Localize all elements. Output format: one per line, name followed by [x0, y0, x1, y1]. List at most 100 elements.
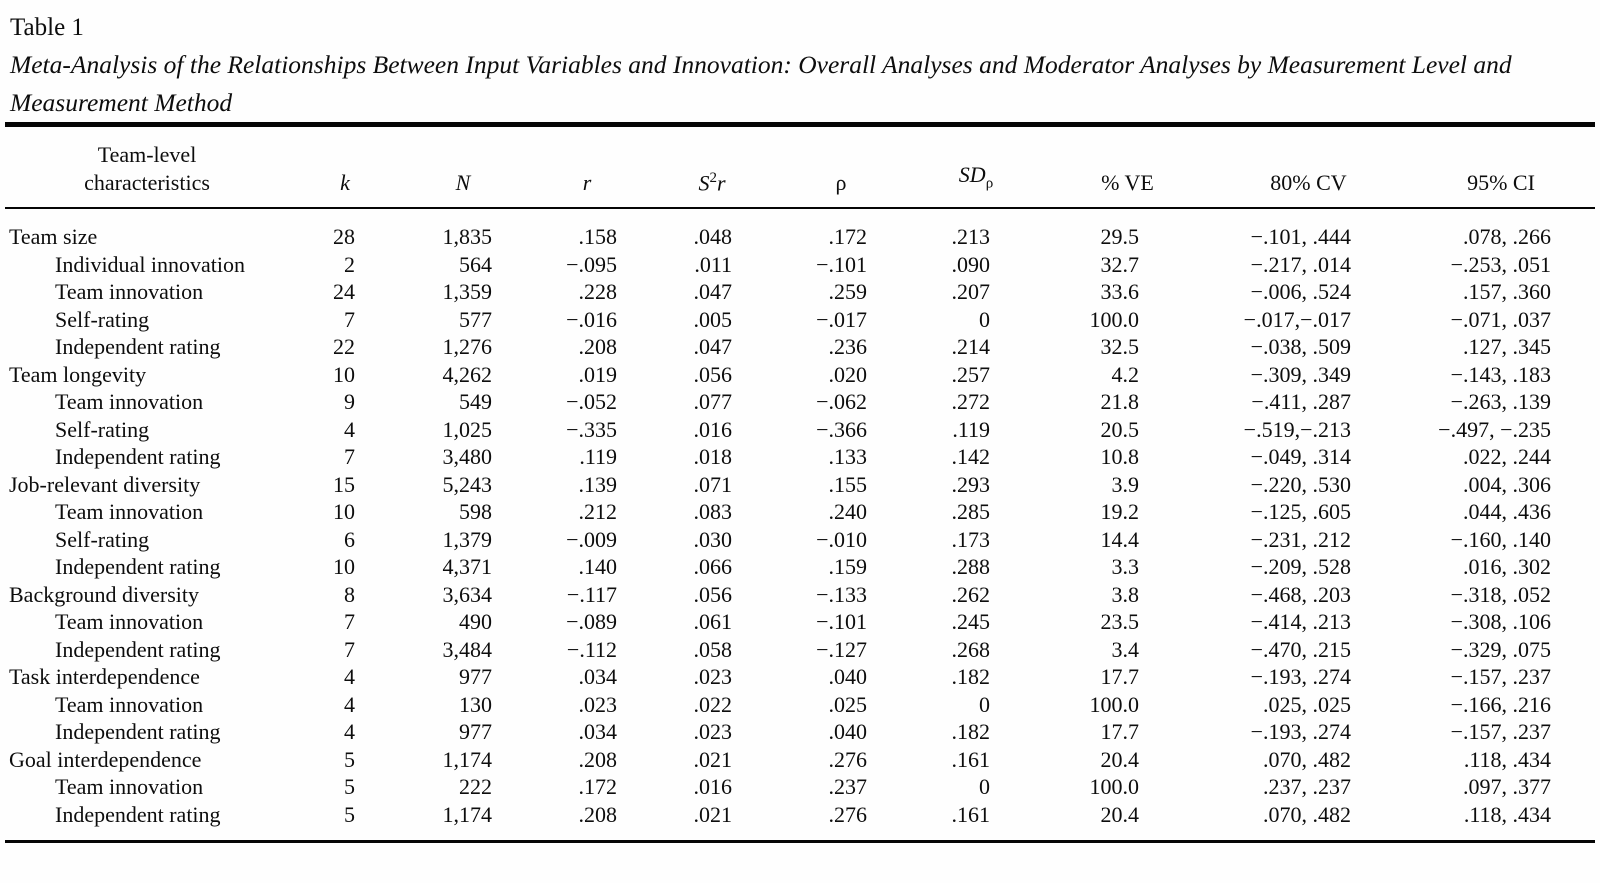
cell-percent-ve: 100.0 — [1089, 691, 1140, 717]
table-row: Team innovation 4 130 .023 .022 .025 0 1… — [5, 691, 1595, 719]
cell-95-ci: .118, .434 — [1407, 800, 1595, 843]
cell-sd-rho: .182 — [951, 719, 991, 744]
cell-k: 28 — [333, 224, 355, 249]
cell-n: 3,634 — [442, 581, 493, 607]
table-row: Independent rating 7 3,480 .119 .018 .13… — [5, 443, 1595, 471]
header-row: Team-level characteristics k N r S2r ρ S… — [5, 122, 1595, 209]
cell-s2r: .005 — [693, 306, 733, 332]
cell-k: 5 — [289, 800, 401, 843]
cell-k: 9 — [344, 389, 355, 414]
cell-95-ci: −.157, .237 — [1450, 719, 1551, 744]
table-header: Team-level characteristics k N r S2r ρ S… — [5, 122, 1595, 209]
cell-80-cv: .070, .482 — [1263, 746, 1351, 772]
cell-s2r: .056 — [693, 361, 733, 387]
cell-95-ci: −.308, .106 — [1450, 609, 1551, 634]
table-body: Team size 28 1,835 .158 .048 .172 .213 2… — [5, 208, 1595, 843]
cell-sd-rho: .272 — [951, 389, 991, 414]
cell-s2r: .048 — [693, 224, 733, 249]
cell-k: 6 — [344, 526, 355, 552]
cell-80-cv: .237, .237 — [1263, 774, 1351, 799]
table-caption: Meta-Analysis of the Relationships Betwe… — [10, 50, 1512, 117]
cell-80-cv: −.231, .212 — [1250, 526, 1351, 552]
cell-characteristic: Team longevity — [9, 361, 147, 387]
col-header-characteristics-line2: characteristics — [84, 170, 210, 195]
cell-s2r: .016 — [693, 774, 733, 799]
cell-rho: −.127 — [816, 636, 867, 662]
cell-k: 8 — [344, 581, 355, 607]
cell-95-ci: .097, .377 — [1463, 774, 1551, 799]
cell-80-cv: −.193, .274 — [1250, 664, 1351, 689]
cell-k: 4 — [344, 416, 355, 442]
table-row: Independent rating 5 1,174 .208 .021 .27… — [5, 800, 1595, 843]
cell-sd-rho: .182 — [951, 664, 991, 689]
meta-analysis-table: Team-level characteristics k N r S2r ρ S… — [5, 122, 1595, 843]
cell-k: 15 — [333, 471, 355, 497]
cell-r: −.117 — [566, 581, 617, 607]
cell-n: 3,480 — [442, 444, 493, 469]
cell-k: 2 — [344, 251, 355, 277]
cell-n: 1,835 — [442, 224, 493, 249]
cell-n: 4,262 — [442, 361, 493, 387]
cell-rho: .276 — [828, 746, 868, 772]
cell-percent-ve: 20.5 — [1100, 416, 1140, 442]
cell-rho: .236 — [828, 334, 868, 359]
cell-sd-rho: .257 — [951, 361, 991, 387]
table-row: Team innovation 7 490 −.089 .061 −.101 .… — [5, 608, 1595, 636]
cell-characteristic: Team innovation — [55, 389, 204, 414]
cell-n: 1,025 — [442, 416, 493, 442]
cell-sd-rho: .268 — [951, 636, 991, 662]
cell-percent-ve: 20.4 — [1045, 800, 1210, 843]
cell-k: 5 — [344, 774, 355, 799]
cell-characteristic: Self-rating — [55, 306, 150, 332]
cell-95-ci: −.071, .037 — [1450, 306, 1551, 332]
cell-n: 490 — [459, 609, 492, 634]
cell-rho: .155 — [828, 471, 868, 497]
cell-95-ci: −.329, .075 — [1450, 636, 1551, 662]
table-row: Team longevity 10 4,262 .019 .056 .020 .… — [5, 361, 1595, 389]
table-row: Team innovation 9 549 −.052 .077 −.062 .… — [5, 388, 1595, 416]
cell-n: 5,243 — [442, 471, 493, 497]
cell-characteristic: Team innovation — [55, 279, 204, 304]
cell-r: .212 — [578, 499, 618, 524]
cell-s2r: .022 — [693, 691, 733, 717]
cell-95-ci: .044, .436 — [1463, 499, 1551, 524]
table-row: Goal interdependence 5 1,174 .208 .021 .… — [5, 746, 1595, 774]
cell-r: .208 — [578, 746, 618, 772]
table-row: Background diversity 8 3,634 −.117 .056 … — [5, 581, 1595, 609]
cell-rho: −.010 — [816, 526, 867, 552]
table-number: Table 1 — [10, 14, 84, 41]
cell-s2r: .016 — [693, 416, 733, 442]
cell-sd-rho: .119 — [952, 416, 990, 442]
cell-characteristic: Self-rating — [55, 416, 150, 442]
cell-95-ci: .004, .306 — [1463, 471, 1551, 497]
cell-percent-ve: 3.4 — [1111, 636, 1140, 662]
cell-rho: .240 — [828, 499, 868, 524]
cell-percent-ve: 100.0 — [1089, 774, 1140, 799]
table-row: Job-relevant diversity 15 5,243 .139 .07… — [5, 471, 1595, 499]
cell-95-ci: −.263, .139 — [1450, 389, 1551, 414]
cell-80-cv: −.049, .314 — [1250, 444, 1351, 469]
cell-s2r: .047 — [693, 334, 733, 359]
table-row: Independent rating 10 4,371 .140 .066 .1… — [5, 553, 1595, 581]
cell-sd-rho: .090 — [951, 251, 991, 277]
cell-percent-ve: 23.5 — [1100, 609, 1140, 634]
cell-rho: .133 — [828, 444, 868, 469]
cell-rho: .172 — [828, 224, 868, 249]
cell-rho: −.062 — [816, 389, 867, 414]
cell-r: −.016 — [566, 306, 617, 332]
cell-percent-ve: 20.4 — [1100, 746, 1140, 772]
cell-sd-rho: .161 — [951, 746, 991, 772]
cell-sd-rho: .245 — [951, 609, 991, 634]
cell-95-ci: .127, .345 — [1463, 334, 1551, 359]
cell-characteristic: Independent rating — [5, 800, 289, 843]
cell-rho: .237 — [828, 774, 868, 799]
cell-percent-ve: 32.5 — [1100, 334, 1140, 359]
cell-n: 577 — [459, 306, 492, 332]
table-row: Team innovation 10 598 .212 .083 .240 .2… — [5, 498, 1595, 526]
cell-k: 7 — [344, 636, 355, 662]
table-row: Team innovation 24 1,359 .228 .047 .259 … — [5, 278, 1595, 306]
cell-95-ci: −.318, .052 — [1450, 581, 1551, 607]
cell-s2r: .023 — [693, 719, 733, 744]
cell-s2r: .030 — [693, 526, 733, 552]
cell-sd-rho: .262 — [951, 581, 991, 607]
